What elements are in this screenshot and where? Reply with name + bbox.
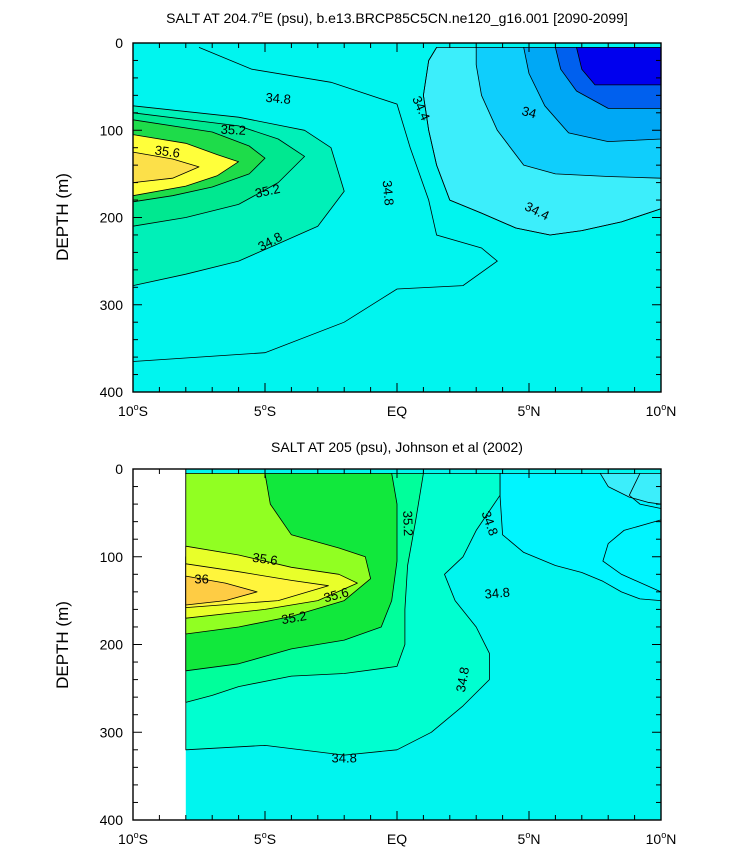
bottom-contour-fills: [185, 469, 662, 820]
contour-label-3: 35.2: [254, 181, 282, 201]
contour-line-0: [132, 47, 498, 362]
top-contour-lines: [132, 47, 662, 362]
contour-line-1: [602, 519, 662, 593]
x-tick-label: 10oS: [118, 830, 148, 847]
contour-label-5: 35.2: [280, 608, 308, 627]
x-tick-label: EQ: [387, 403, 407, 419]
x-tick-label: 5oS: [254, 830, 276, 847]
y-tick-label: 300: [100, 297, 124, 313]
y-tick-label: 100: [100, 549, 124, 565]
y-tick-label: 0: [115, 461, 123, 477]
contour-label-0: 34.8: [265, 90, 292, 107]
y-tick-label: 200: [100, 210, 124, 226]
contour-label-1: 35.2: [220, 122, 246, 138]
y-tick-label: 200: [100, 637, 124, 653]
contour-label-8: 34.8: [332, 751, 357, 766]
contour-line-0: [628, 473, 662, 509]
contour-label-6: 34.8: [484, 585, 511, 602]
contour-fill-8-0: [185, 575, 258, 606]
contour-fill-9-0: [576, 47, 662, 86]
x-tick-label: 5oN: [518, 402, 541, 419]
y-tick-label: 400: [100, 384, 124, 400]
x-tick-label: 10oN: [646, 402, 677, 419]
top-y-axis-label: DEPTH (m): [53, 173, 72, 261]
x-tick-label: 10oS: [118, 402, 148, 419]
bottom-y-axis-label: DEPTH (m): [53, 601, 72, 689]
top-axes: 10oS 5oS EQ 5oN 10oN 0 100 200 300 400: [100, 35, 677, 419]
top-panel-title: SALT AT 204.7oE (psu), b.e13.BRCP85C5CN.…: [166, 9, 628, 26]
contour-label-4: 35.6: [322, 584, 350, 605]
bottom-panel-title: SALT AT 205 (psu), Johnson et al (2002): [271, 439, 523, 455]
contour-label-2: 35.6: [154, 142, 181, 160]
contour-label-7: 34.8: [453, 666, 472, 694]
x-tick-label: EQ: [387, 831, 407, 847]
bottom-contour-lines: [602, 473, 662, 593]
top-contour-fills: [132, 43, 662, 392]
top-salinity-panel: SALT AT 204.7oE (psu), b.e13.BRCP85C5CN.…: [53, 9, 676, 419]
bottom-salinity-panel: SALT AT 205 (psu), Johnson et al (2002) …: [53, 439, 676, 847]
bottom-axes: 10oS 5oS EQ 5oN 10oN 0 100 200 300 400: [100, 461, 677, 847]
x-tick-label: 5oN: [518, 830, 541, 847]
contour-line-1: [422, 47, 662, 236]
y-tick-label: 400: [100, 812, 124, 828]
x-tick-label: 5oS: [254, 402, 276, 419]
contour-label-0: 35.2: [400, 510, 416, 536]
contour-label-3: 36: [194, 572, 208, 587]
y-tick-label: 0: [115, 35, 123, 51]
contour-label-2: 35.6: [251, 550, 278, 568]
y-tick-label: 100: [100, 122, 124, 138]
contour-label-7: 34: [520, 103, 538, 121]
contour-label-5: 34.8: [380, 180, 397, 207]
x-tick-label: 10oN: [646, 830, 677, 847]
y-tick-label: 300: [100, 724, 124, 740]
